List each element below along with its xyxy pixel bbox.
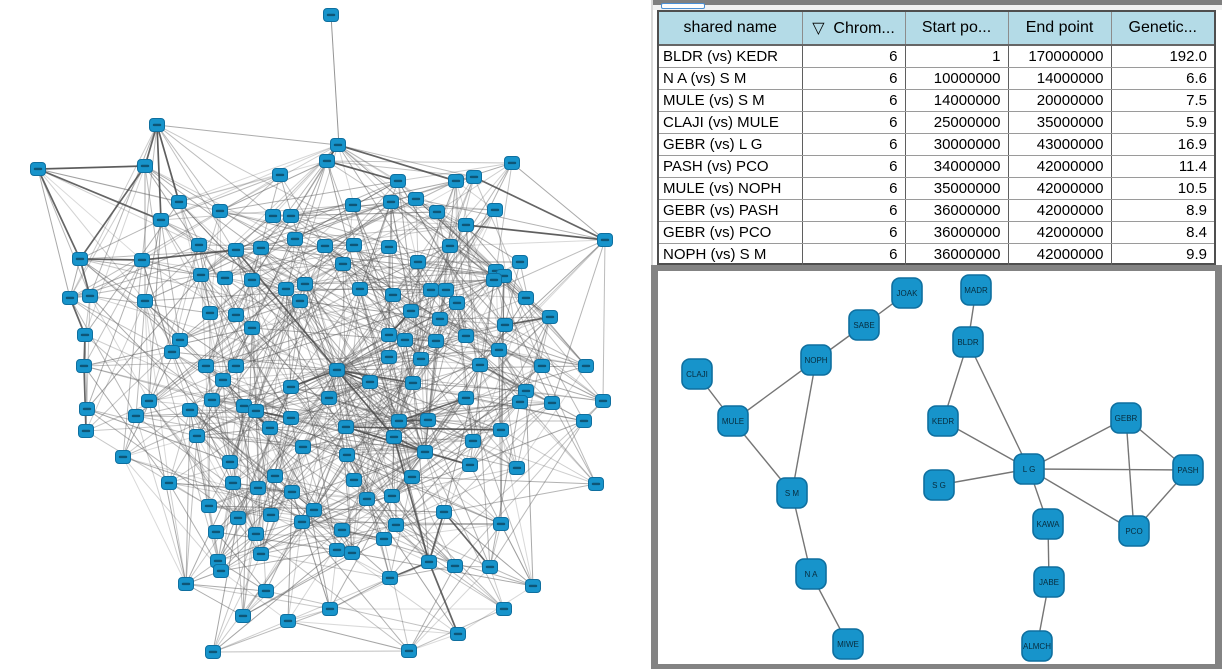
svg-text:KEDR: KEDR <box>932 417 954 426</box>
svg-text:KAWA: KAWA <box>1037 520 1061 529</box>
svg-text:NOPH: NOPH <box>804 356 827 365</box>
svg-text:PASH: PASH <box>1177 466 1198 475</box>
svg-text:CLAJI: CLAJI <box>686 370 708 379</box>
svg-text:BLDR: BLDR <box>957 338 979 347</box>
svg-text:MADR: MADR <box>964 286 988 295</box>
svg-text:SABE: SABE <box>853 321 874 330</box>
svg-text:JOAK: JOAK <box>897 289 919 298</box>
svg-text:ALMCH: ALMCH <box>1023 642 1051 651</box>
svg-text:JABE: JABE <box>1039 578 1059 587</box>
svg-text:S G: S G <box>932 481 946 490</box>
svg-text:N A: N A <box>805 570 819 579</box>
svg-text:L G: L G <box>1023 465 1036 474</box>
svg-text:MIWE: MIWE <box>837 640 859 649</box>
svg-text:MULE: MULE <box>722 417 744 426</box>
svg-text:S M: S M <box>785 489 800 498</box>
svg-text:GEBR: GEBR <box>1115 414 1138 423</box>
svg-text:PCO: PCO <box>1125 527 1142 536</box>
